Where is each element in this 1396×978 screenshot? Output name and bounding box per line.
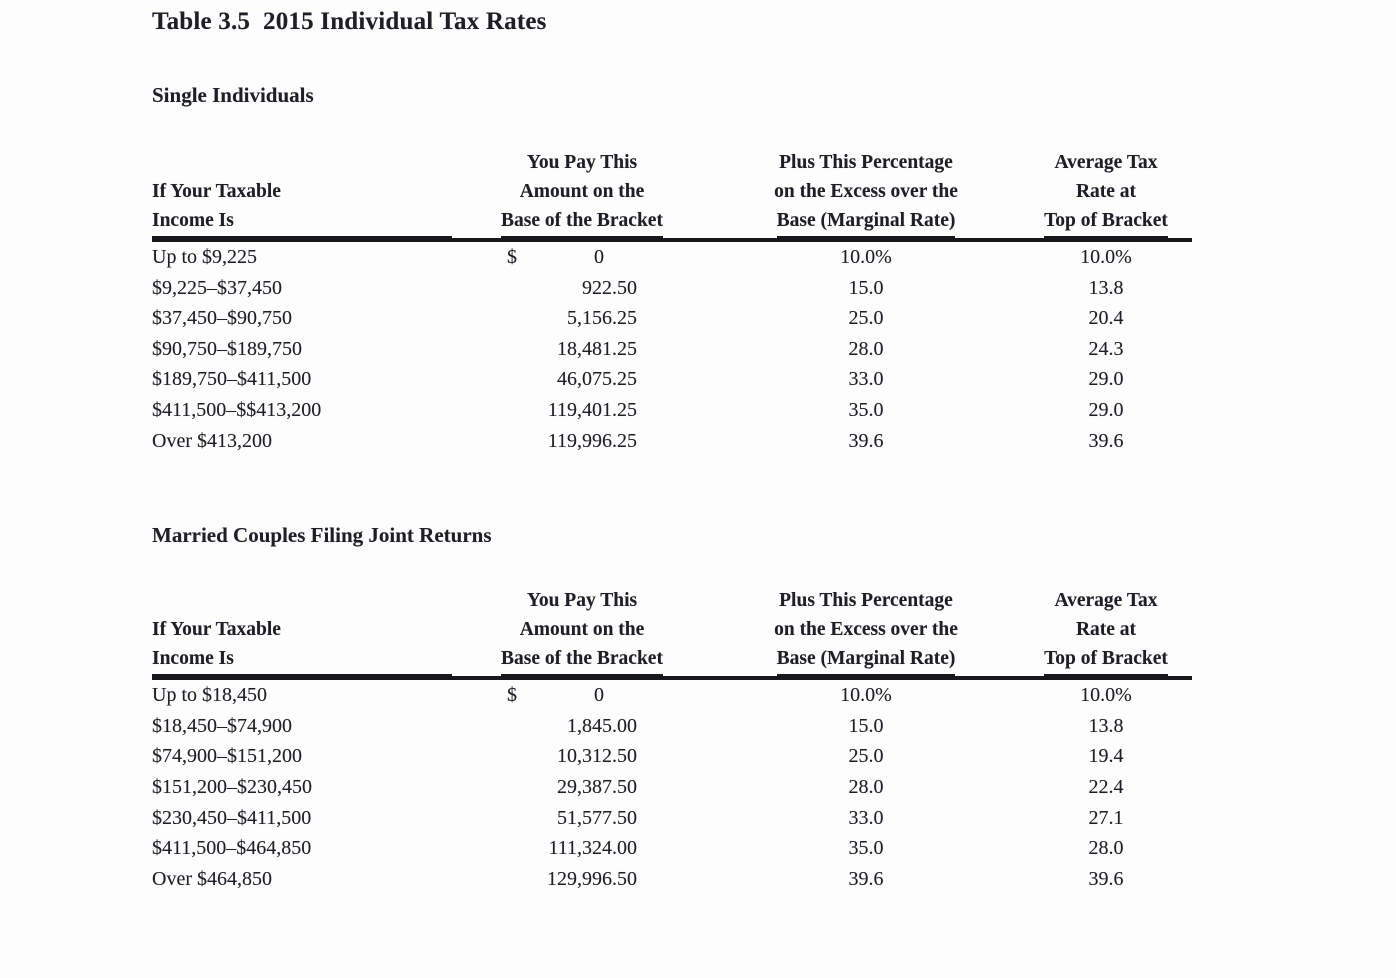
cell-base-amount: 129,996.50 xyxy=(547,867,637,890)
cell-base-amount: 5,156.25 xyxy=(567,307,637,330)
column-header-average-rate: Average Tax Rate at Top of Bracket xyxy=(1012,586,1192,677)
column-header-average-rate: Average Tax Rate at Top of Bracket xyxy=(1012,148,1192,238)
cell-base-amount: 51,577.50 xyxy=(557,806,637,829)
single-individuals-table: If Your Taxable Income Is You Pay This A… xyxy=(152,148,1192,456)
section-title-single: Single Individuals xyxy=(152,83,314,107)
cell-income-range: Up to $9,225 xyxy=(152,246,257,268)
table-row: Over $464,850 129,996.50 39.6 39.6 xyxy=(152,864,1192,895)
cell-marginal-rate: 28.0 xyxy=(848,337,884,360)
cell-average-rate: 24.3 xyxy=(1088,337,1124,360)
cell-marginal-rate: 33.0 xyxy=(848,806,884,829)
cell-average-rate: 29.0 xyxy=(1088,368,1124,391)
cell-base-amount: 119,996.25 xyxy=(547,429,637,452)
table-row: $37,450–$90,750 5,156.25 25.0 20.4 xyxy=(152,303,1192,334)
page-content: Table 3.5 2015 Individual Tax Rates Sing… xyxy=(152,6,1212,894)
cell-marginal-rate: 10.0% xyxy=(840,684,892,707)
cell-base-amount: 46,075.25 xyxy=(557,368,637,391)
cell-marginal-rate: 10.0% xyxy=(840,246,892,268)
cell-income-range: Over $464,850 xyxy=(152,867,272,890)
cell-base-amount: 119,401.25 xyxy=(547,398,637,421)
cell-base-amount: $0 xyxy=(482,680,682,711)
cell-average-rate: 19.4 xyxy=(1088,745,1124,768)
cell-average-rate: 13.8 xyxy=(1088,714,1124,737)
cell-income-range: $9,225–$37,450 xyxy=(152,276,282,299)
cell-marginal-rate: 39.6 xyxy=(848,867,884,890)
cell-income-range: $18,450–$74,900 xyxy=(152,714,292,737)
amount-value: 0 xyxy=(594,246,604,268)
column-header-marginal-rate: Plus This Percentage on the Excess over … xyxy=(682,148,1012,238)
page-title: Table 3.5 2015 Individual Tax Rates xyxy=(152,8,547,35)
cell-base-amount: 10,312.50 xyxy=(557,745,637,768)
column-header-amount-on-base: You Pay This Amount on the Base of the B… xyxy=(482,586,682,677)
cell-income-range: Up to $18,450 xyxy=(152,684,267,707)
cell-income-range: $230,450–$411,500 xyxy=(152,806,312,829)
table-row: $411,500–$464,850 111,324.00 35.0 28.0 xyxy=(152,833,1192,864)
section-title-married: Married Couples Filing Joint Returns xyxy=(152,523,492,548)
cell-marginal-rate: 25.0 xyxy=(848,307,884,330)
cell-base-amount: 29,387.50 xyxy=(557,775,637,798)
cell-income-range: $37,450–$90,750 xyxy=(152,307,292,330)
cell-income-range: $74,900–$151,200 xyxy=(152,745,302,768)
table-row: $189,750–$411,500 46,075.25 33.0 29.0 xyxy=(152,364,1192,395)
single-table-body: Up to $9,225 $0 10.0% 10.0% $9,225–$37,450 92… xyxy=(152,242,1192,456)
table-row: $9,225–$37,450 922.50 15.0 13.8 xyxy=(152,273,1192,304)
cell-base-amount: 922.50 xyxy=(582,276,637,299)
married-table-body: Up to $18,450 $0 10.0% 10.0% $18,450–$74,900… xyxy=(152,680,1192,894)
cell-income-range: Over $413,200 xyxy=(152,429,272,452)
cell-base-amount: 1,845.00 xyxy=(567,714,637,737)
amount-value: 0 xyxy=(594,684,604,707)
table-header-row: If Your Taxable Income Is You Pay This A… xyxy=(152,148,1192,242)
table-row: $18,450–$74,900 1,845.00 15.0 13.8 xyxy=(152,711,1192,742)
cell-marginal-rate: 15.0 xyxy=(848,276,884,299)
table-row: Over $413,200 119,996.25 39.6 39.6 xyxy=(152,426,1192,457)
cell-marginal-rate: 35.0 xyxy=(848,398,884,421)
cell-average-rate: 39.6 xyxy=(1088,429,1124,452)
column-header-amount-on-base: You Pay This Amount on the Base of the B… xyxy=(482,148,682,238)
cell-income-range: $411,500–$464,850 xyxy=(152,837,312,860)
cell-base-amount: 18,481.25 xyxy=(557,337,637,360)
cell-marginal-rate: 15.0 xyxy=(848,714,884,737)
table-row: $151,200–$230,450 29,387.50 28.0 22.4 xyxy=(152,772,1192,803)
dollar-sign: $ xyxy=(507,684,517,707)
cell-average-rate: 10.0% xyxy=(1080,246,1132,268)
cell-marginal-rate: 28.0 xyxy=(848,775,884,798)
cell-marginal-rate: 25.0 xyxy=(848,745,884,768)
cell-marginal-rate: 39.6 xyxy=(848,429,884,452)
table-row: $411,500–$$413,200 119,401.25 35.0 29.0 xyxy=(152,395,1192,426)
cell-average-rate: 13.8 xyxy=(1088,276,1124,299)
cell-average-rate: 29.0 xyxy=(1088,398,1124,421)
cell-marginal-rate: 35.0 xyxy=(848,837,884,860)
cell-income-range: $189,750–$411,500 xyxy=(152,368,312,391)
dollar-sign: $ xyxy=(507,246,517,268)
table-row: Up to $9,225 $0 10.0% 10.0% xyxy=(152,242,1192,273)
cell-income-range: $411,500–$$413,200 xyxy=(152,398,322,421)
cell-average-rate: 28.0 xyxy=(1088,837,1124,860)
cell-base-amount: $0 xyxy=(482,242,682,273)
column-header-taxable-income: If Your Taxable Income Is xyxy=(152,177,482,238)
cell-average-rate: 22.4 xyxy=(1088,775,1124,798)
table-row: $230,450–$411,500 51,577.50 33.0 27.1 xyxy=(152,803,1192,834)
column-header-marginal-rate: Plus This Percentage on the Excess over … xyxy=(682,586,1012,677)
cell-income-range: $151,200–$230,450 xyxy=(152,775,312,798)
table-row: $90,750–$189,750 18,481.25 28.0 24.3 xyxy=(152,334,1192,365)
cell-marginal-rate: 33.0 xyxy=(848,368,884,391)
married-couples-table: If Your Taxable Income Is You Pay This A… xyxy=(152,586,1192,894)
cell-average-rate: 20.4 xyxy=(1088,307,1124,330)
table-row: $74,900–$151,200 10,312.50 25.0 19.4 xyxy=(152,741,1192,772)
cell-base-amount: 111,324.00 xyxy=(548,837,637,860)
cell-average-rate: 27.1 xyxy=(1088,806,1124,829)
cell-income-range: $90,750–$189,750 xyxy=(152,337,302,360)
cell-average-rate: 10.0% xyxy=(1080,684,1132,707)
cell-average-rate: 39.6 xyxy=(1088,867,1124,890)
table-row: Up to $18,450 $0 10.0% 10.0% xyxy=(152,680,1192,711)
table-header-row: If Your Taxable Income Is You Pay This A… xyxy=(152,586,1192,681)
column-header-taxable-income: If Your Taxable Income Is xyxy=(152,615,482,677)
